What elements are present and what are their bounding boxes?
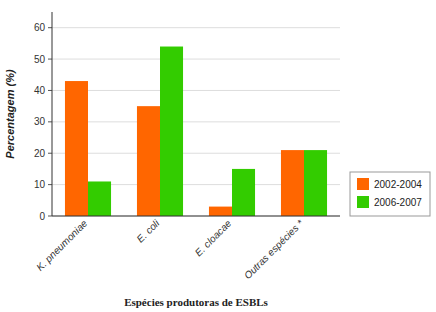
y-tick bbox=[48, 27, 52, 28]
y-tick bbox=[48, 59, 52, 60]
legend-label: 2002-2004 bbox=[374, 179, 422, 190]
y-tick-label: 10 bbox=[34, 179, 46, 190]
y-tick-label: 30 bbox=[34, 116, 46, 127]
x-tick-label: Outras espécies * bbox=[242, 217, 306, 281]
x-tick-label: K. pneumoniae bbox=[34, 217, 90, 273]
y-axis-line bbox=[52, 12, 53, 216]
bars bbox=[65, 47, 327, 216]
bar bbox=[304, 150, 327, 216]
y-tick bbox=[48, 90, 52, 91]
y-axis-title: Percentagem (%) bbox=[4, 69, 16, 159]
grid-line bbox=[52, 216, 340, 217]
grid-line bbox=[52, 121, 340, 122]
legend-label: 2006-2007 bbox=[374, 197, 422, 208]
y-tick-label: 50 bbox=[34, 54, 46, 65]
y-tick bbox=[48, 121, 52, 122]
bar bbox=[160, 47, 183, 216]
x-tick-label: E. cloacae bbox=[193, 217, 234, 258]
legend-swatch bbox=[357, 196, 369, 208]
grid bbox=[52, 28, 340, 216]
bar bbox=[281, 150, 304, 216]
chart-svg: 0 10 20 30 40 50 60 K. pneumoniae E. coli E. cloa… bbox=[0, 0, 436, 312]
bar bbox=[88, 181, 111, 216]
legend-swatch bbox=[357, 178, 369, 190]
y-tick bbox=[48, 216, 52, 217]
x-axis-title: Espécies produtoras de ESBLs bbox=[124, 296, 268, 308]
bar bbox=[209, 207, 232, 216]
chart-container: 0 10 20 30 40 50 60 K. pneumoniae E. coli E. cloa… bbox=[0, 0, 436, 312]
y-tick-label: 60 bbox=[34, 22, 46, 33]
legend-box bbox=[350, 172, 430, 216]
grid-line bbox=[52, 27, 340, 28]
grid-line bbox=[52, 59, 340, 60]
bar bbox=[65, 81, 88, 216]
bar bbox=[232, 169, 255, 216]
bar bbox=[137, 106, 160, 216]
y-tick-label: 20 bbox=[34, 148, 46, 159]
x-tick-label: E. coli bbox=[134, 217, 162, 245]
legend: 2002-2004 2006-2007 bbox=[350, 172, 430, 216]
y-tick bbox=[48, 184, 52, 185]
x-axis-line bbox=[52, 216, 340, 217]
y-tick bbox=[48, 153, 52, 154]
grid-line bbox=[52, 90, 340, 91]
y-tick-label: 0 bbox=[39, 211, 45, 222]
y-tick-label: 40 bbox=[34, 85, 46, 96]
